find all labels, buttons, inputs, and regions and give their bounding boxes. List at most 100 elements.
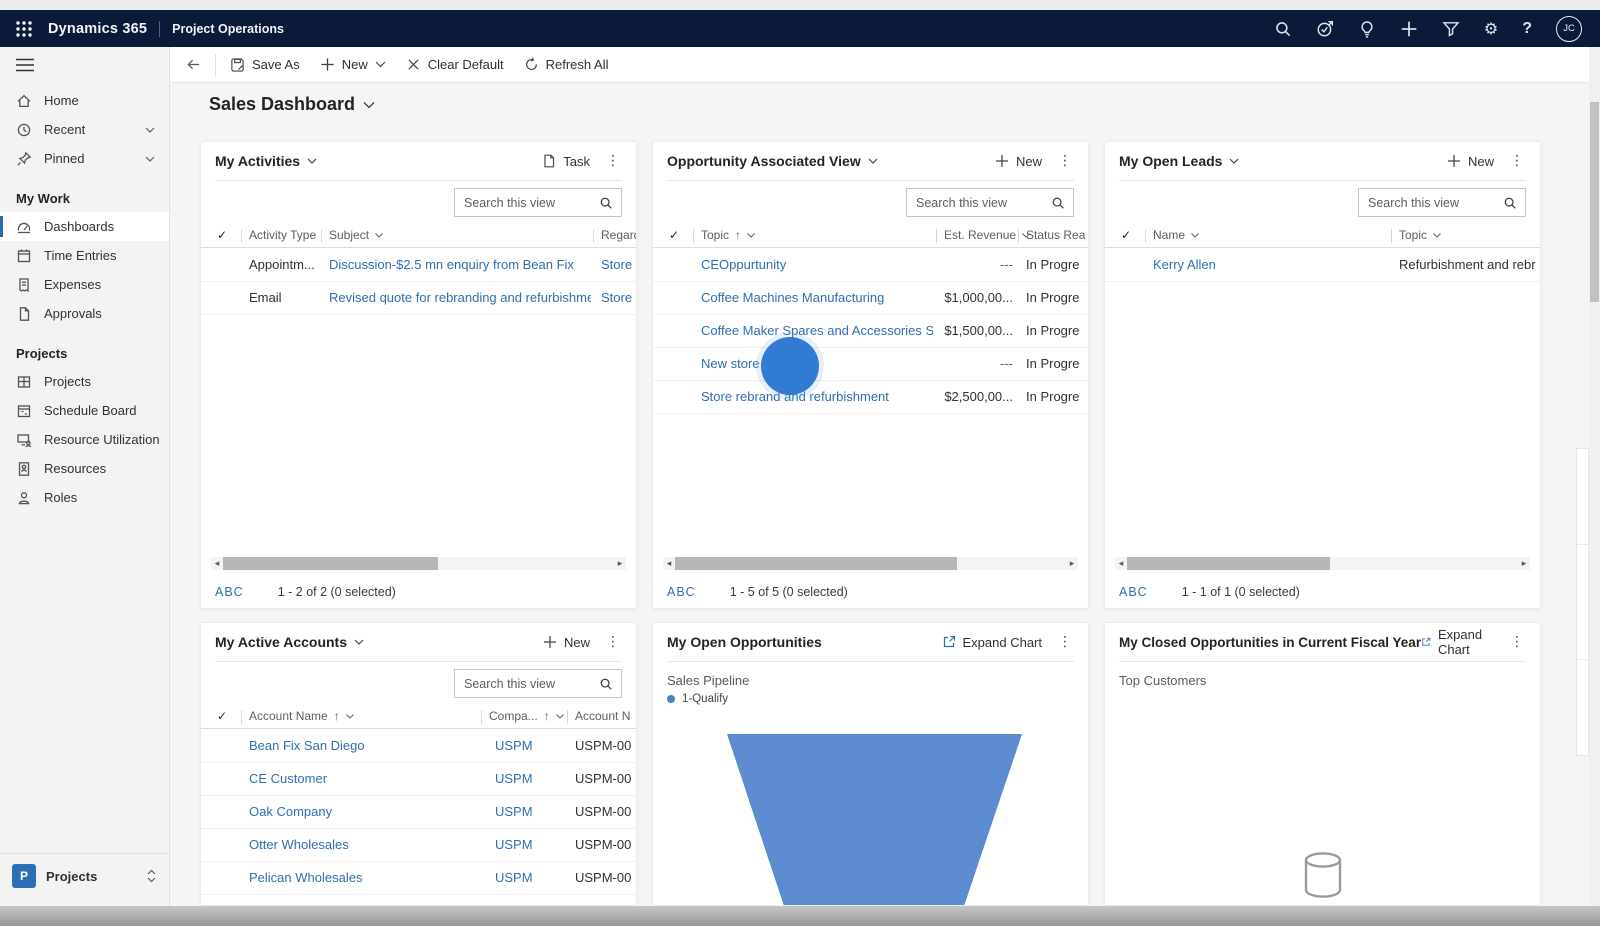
jump-bar-abc[interactable]: ABC [667,585,696,599]
settings-gear-icon[interactable]: ⚙ [1483,18,1499,38]
column-name[interactable]: Name [1153,228,1233,242]
sidebar-item-resource-utilization[interactable]: Resource Utilization [0,425,169,454]
card-title-dropdown[interactable]: My Open Leads [1119,153,1239,169]
select-all-check[interactable]: ✓ [217,709,228,723]
search-icon[interactable] [599,196,613,210]
sidebar-toggle[interactable] [0,47,169,76]
expand-chart-button[interactable]: Expand Chart [1421,627,1494,657]
save-as-button[interactable]: Save As [220,47,310,82]
column-account-number[interactable]: Account N [575,709,631,723]
table-row[interactable]: Email Revised quote for rebranding and r… [201,282,636,315]
horizontal-scrollbar[interactable]: ◂ ▸ [663,557,1078,570]
horizontal-scrollbar[interactable]: ◂ ▸ [1115,557,1530,570]
cell-company-link[interactable]: USPM [495,837,533,852]
sidebar-item-approvals[interactable]: Approvals [0,299,169,328]
search-icon[interactable] [1274,20,1292,38]
sidebar-item-dashboards[interactable]: Dashboards [0,212,169,241]
search-icon[interactable] [599,677,613,691]
cell-name-link[interactable]: Kerry Allen [1153,257,1216,272]
cell-company-link[interactable]: USPM [495,804,533,819]
module-title[interactable]: Project Operations [172,21,284,36]
jump-bar-abc[interactable]: ABC [215,585,244,599]
cell-subject-link[interactable]: Revised quote for rebranding and refurbi… [329,290,591,305]
sidebar-item-time-entries[interactable]: Time Entries [0,241,169,270]
chevron-down-icon[interactable] [145,156,155,162]
table-row[interactable]: Store rebrand and refurbishment $2,500,0… [653,381,1088,414]
table-row[interactable]: New store --- In Progre [653,348,1088,381]
cell-account-link[interactable]: Otter Wholesales [249,837,349,852]
chart-legend[interactable]: 1-Qualify [667,693,728,705]
select-all-check[interactable]: ✓ [217,228,228,242]
waffle-menu-icon[interactable] [14,19,34,39]
user-avatar[interactable]: JC [1556,15,1582,42]
sidebar-item-home[interactable]: Home [0,86,169,115]
sidebar-item-expenses[interactable]: Expenses [0,270,169,299]
cell-account-link[interactable]: Pelican Wholesales [249,870,363,885]
more-commands-button[interactable]: ⋮ [1058,153,1072,169]
cell-regarding-link[interactable]: Store reb [601,257,636,272]
clear-default-button[interactable]: Clear Default [396,47,514,82]
table-row[interactable]: Pelican Wholesales USPM USPM-00 [201,862,636,895]
scroll-left-arrow[interactable]: ◂ [666,558,672,569]
column-regarding[interactable]: Regarding [601,228,636,242]
scroll-right-arrow[interactable]: ▸ [1069,558,1075,569]
back-button[interactable] [170,47,211,82]
cell-company-link[interactable]: USPM [495,870,533,885]
select-all-check[interactable]: ✓ [669,228,680,242]
column-status-reason[interactable]: Status Rea [1026,228,1086,242]
sales-pipeline-funnel-chart[interactable] [653,734,1088,905]
chevron-up-down-icon[interactable] [146,869,157,883]
scroll-right-arrow[interactable]: ▸ [617,558,623,569]
scroll-left-arrow[interactable]: ◂ [1118,558,1124,569]
scrollbar-thumb[interactable] [1590,102,1599,302]
app-title[interactable]: Dynamics 365 [48,20,148,37]
chevron-down-icon[interactable] [145,127,155,133]
table-row[interactable]: CE Customer USPM USPM-00 [201,763,636,796]
sidebar-item-recent[interactable]: Recent [0,115,169,144]
scrollbar-thumb[interactable] [223,557,439,570]
lightbulb-icon[interactable] [1358,20,1376,38]
new-task-button[interactable]: Task [542,154,590,169]
cell-company-link[interactable]: USPM [495,738,533,753]
scroll-right-arrow[interactable]: ▸ [1521,558,1527,569]
chevron-down-icon[interactable] [363,101,375,109]
new-record-button[interactable]: New [1447,154,1494,169]
scrollbar-thumb[interactable] [1127,557,1331,570]
expand-chart-button[interactable]: Expand Chart [942,635,1042,650]
column-topic[interactable]: Topic ↑ [701,228,791,242]
quick-create-plus-icon[interactable] [1400,20,1418,38]
search-input[interactable] [907,195,1051,210]
table-row[interactable]: Appointm... Discussion-$2.5 mn enquiry f… [201,249,636,282]
cell-company-link[interactable]: USPM [495,771,533,786]
column-topic[interactable]: Topic [1399,228,1479,242]
card-title-dropdown[interactable]: My Activities [215,153,317,169]
page-vertical-scrollbar[interactable] [1589,47,1600,906]
table-row[interactable]: Oak Company USPM USPM-00 [201,796,636,829]
column-subject[interactable]: Subject [329,228,449,242]
search-icon[interactable] [1051,196,1065,210]
sidebar-item-roles[interactable]: Roles [0,483,169,512]
cell-topic-link[interactable]: CEOppurtunity [701,257,787,272]
more-commands-button[interactable]: ⋮ [606,153,620,169]
new-record-button[interactable]: New [995,154,1042,169]
cell-subject-link[interactable]: Discussion-$2.5 mn enquiry from Bean Fix [329,257,574,272]
help-icon[interactable]: ? [1522,19,1532,37]
filter-funnel-icon[interactable] [1442,20,1460,38]
table-row[interactable]: Kerry Allen Refurbishment and rebr [1105,249,1540,282]
column-account-name[interactable]: Account Name ↑ [249,709,379,723]
cell-topic-link[interactable]: Coffee Maker Spares and Accessories Stor… [701,323,933,338]
cell-regarding-link[interactable]: Store reb [601,290,636,305]
search-input[interactable] [455,676,599,691]
sidebar-item-pinned[interactable]: Pinned [0,144,169,173]
search-icon[interactable] [1503,196,1517,210]
card-title-dropdown[interactable]: Opportunity Associated View [667,153,878,169]
card-title-dropdown[interactable]: My Active Accounts [215,634,364,650]
cell-topic-link[interactable]: New store [701,356,760,371]
more-commands-button[interactable]: ⋮ [1058,634,1072,650]
sidebar-item-schedule-board[interactable]: Schedule Board [0,396,169,425]
new-button[interactable]: New [310,47,396,82]
table-row[interactable]: Coffee Machines Manufacturing $1,000,00.… [653,282,1088,315]
scrollbar-thumb[interactable] [675,557,957,570]
more-commands-button[interactable]: ⋮ [606,634,620,650]
column-est-revenue[interactable]: Est. Revenue [944,228,1036,242]
